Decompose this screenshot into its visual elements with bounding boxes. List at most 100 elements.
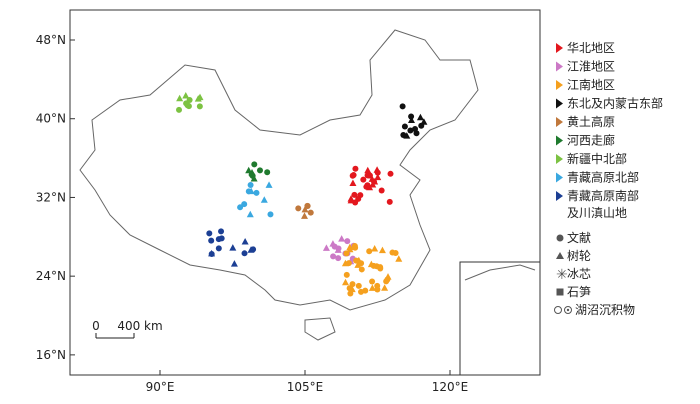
site-dot xyxy=(307,209,314,216)
site-dot xyxy=(350,172,357,179)
inset-coast xyxy=(464,264,536,281)
legend-proxy-marker xyxy=(556,234,564,242)
site-dot xyxy=(401,123,408,130)
site-dot xyxy=(358,266,365,273)
site-dot xyxy=(369,278,376,285)
site-dot xyxy=(218,228,225,235)
site-triangle xyxy=(347,196,355,204)
site-dot xyxy=(330,253,337,260)
lat-tick-label: 16°N xyxy=(36,348,66,362)
site-dot xyxy=(295,205,302,212)
site-triangle xyxy=(346,245,354,253)
site-triangle xyxy=(301,205,309,213)
site-dot xyxy=(344,238,351,245)
legend-proxy-marker xyxy=(556,252,564,259)
site-triangle xyxy=(395,255,403,262)
site-dot xyxy=(360,176,367,183)
inset-frame xyxy=(459,261,541,376)
legend-marker xyxy=(556,135,563,146)
site-dot xyxy=(253,189,260,196)
site-dot xyxy=(264,169,271,176)
country-outline xyxy=(79,29,479,311)
site-triangle xyxy=(378,246,386,254)
site-dot xyxy=(349,281,356,288)
site-dot xyxy=(206,230,213,237)
site-dot xyxy=(389,249,396,256)
site-triangle xyxy=(403,132,411,139)
site-dot xyxy=(250,246,257,253)
legend-proxy-label: 文献 xyxy=(567,230,591,245)
legend-proxy-marker xyxy=(554,306,562,314)
site-triangle xyxy=(381,284,389,291)
legend-proxy-marker xyxy=(564,306,572,314)
legend-label: 江南地区 xyxy=(567,77,615,92)
site-dot xyxy=(378,187,385,194)
site-triangle xyxy=(420,118,428,125)
lon-tick-label: 120°E xyxy=(432,380,469,394)
legend-label: 青藏高原南部 xyxy=(567,188,639,203)
site-dot xyxy=(251,161,258,168)
site-dot xyxy=(362,287,369,294)
legend-label: 青藏高原北部 xyxy=(567,170,639,185)
site-dot xyxy=(208,237,215,244)
island-outline xyxy=(304,317,336,341)
legend-marker xyxy=(556,98,563,109)
legend-marker xyxy=(556,117,563,127)
site-dot xyxy=(363,183,370,190)
site-triangle xyxy=(354,261,362,268)
site-triangle xyxy=(348,285,356,293)
site-dot xyxy=(353,257,360,264)
site-triangle xyxy=(301,212,309,219)
legend-proxy-marker: ✳ xyxy=(556,267,568,283)
site-dot xyxy=(241,250,248,257)
site-dot xyxy=(345,260,352,267)
legend-marker xyxy=(556,43,563,53)
site-triangle xyxy=(416,113,424,121)
site-triangle xyxy=(230,260,238,267)
site-dot xyxy=(408,113,415,120)
site-triangle xyxy=(367,260,375,268)
legend-marker xyxy=(556,172,563,183)
site-dot xyxy=(185,103,192,110)
legend-label: 华北地区 xyxy=(567,41,615,55)
site-dot xyxy=(215,245,222,252)
site-dot xyxy=(343,271,350,278)
site-triangle xyxy=(407,116,415,123)
site-dot xyxy=(352,165,359,172)
site-triangle xyxy=(384,273,392,280)
site-triangle xyxy=(322,244,330,251)
legend-proxy-marker xyxy=(556,288,564,296)
lon-tick-label: 90°E xyxy=(146,380,175,394)
site-triangle xyxy=(182,92,190,99)
site-triangle xyxy=(196,93,204,101)
lat-tick-label: 24°N xyxy=(36,269,66,283)
lat-tick-label: 40°N xyxy=(36,112,66,126)
legend-label: 黄土高原 xyxy=(567,114,615,129)
site-dot xyxy=(304,203,311,210)
legend-proxy-label: 冰芯 xyxy=(567,267,591,281)
site-dot xyxy=(247,182,254,189)
site-dot xyxy=(387,170,394,177)
site-triangle xyxy=(246,210,254,218)
lat-tick-label: 48°N xyxy=(36,33,66,47)
site-dot xyxy=(407,127,414,134)
site-dot xyxy=(256,167,263,174)
site-dot xyxy=(366,248,373,255)
legend-label: 江淮地区 xyxy=(567,60,615,74)
site-dot xyxy=(331,243,338,250)
site-dot xyxy=(267,211,274,218)
site-dot xyxy=(218,235,225,242)
site-dot xyxy=(176,106,183,113)
site-dot xyxy=(386,198,393,205)
site-triangle xyxy=(371,244,379,252)
site-dot xyxy=(358,260,365,267)
scale-length: 400 km xyxy=(117,319,162,333)
site-triangle xyxy=(176,94,184,102)
legend-marker xyxy=(556,154,563,164)
site-dot xyxy=(241,201,248,208)
site-dot xyxy=(373,263,380,270)
site-triangle xyxy=(208,249,216,257)
site-dot xyxy=(374,286,381,293)
site-triangle xyxy=(250,175,258,182)
site-dot xyxy=(245,188,252,195)
